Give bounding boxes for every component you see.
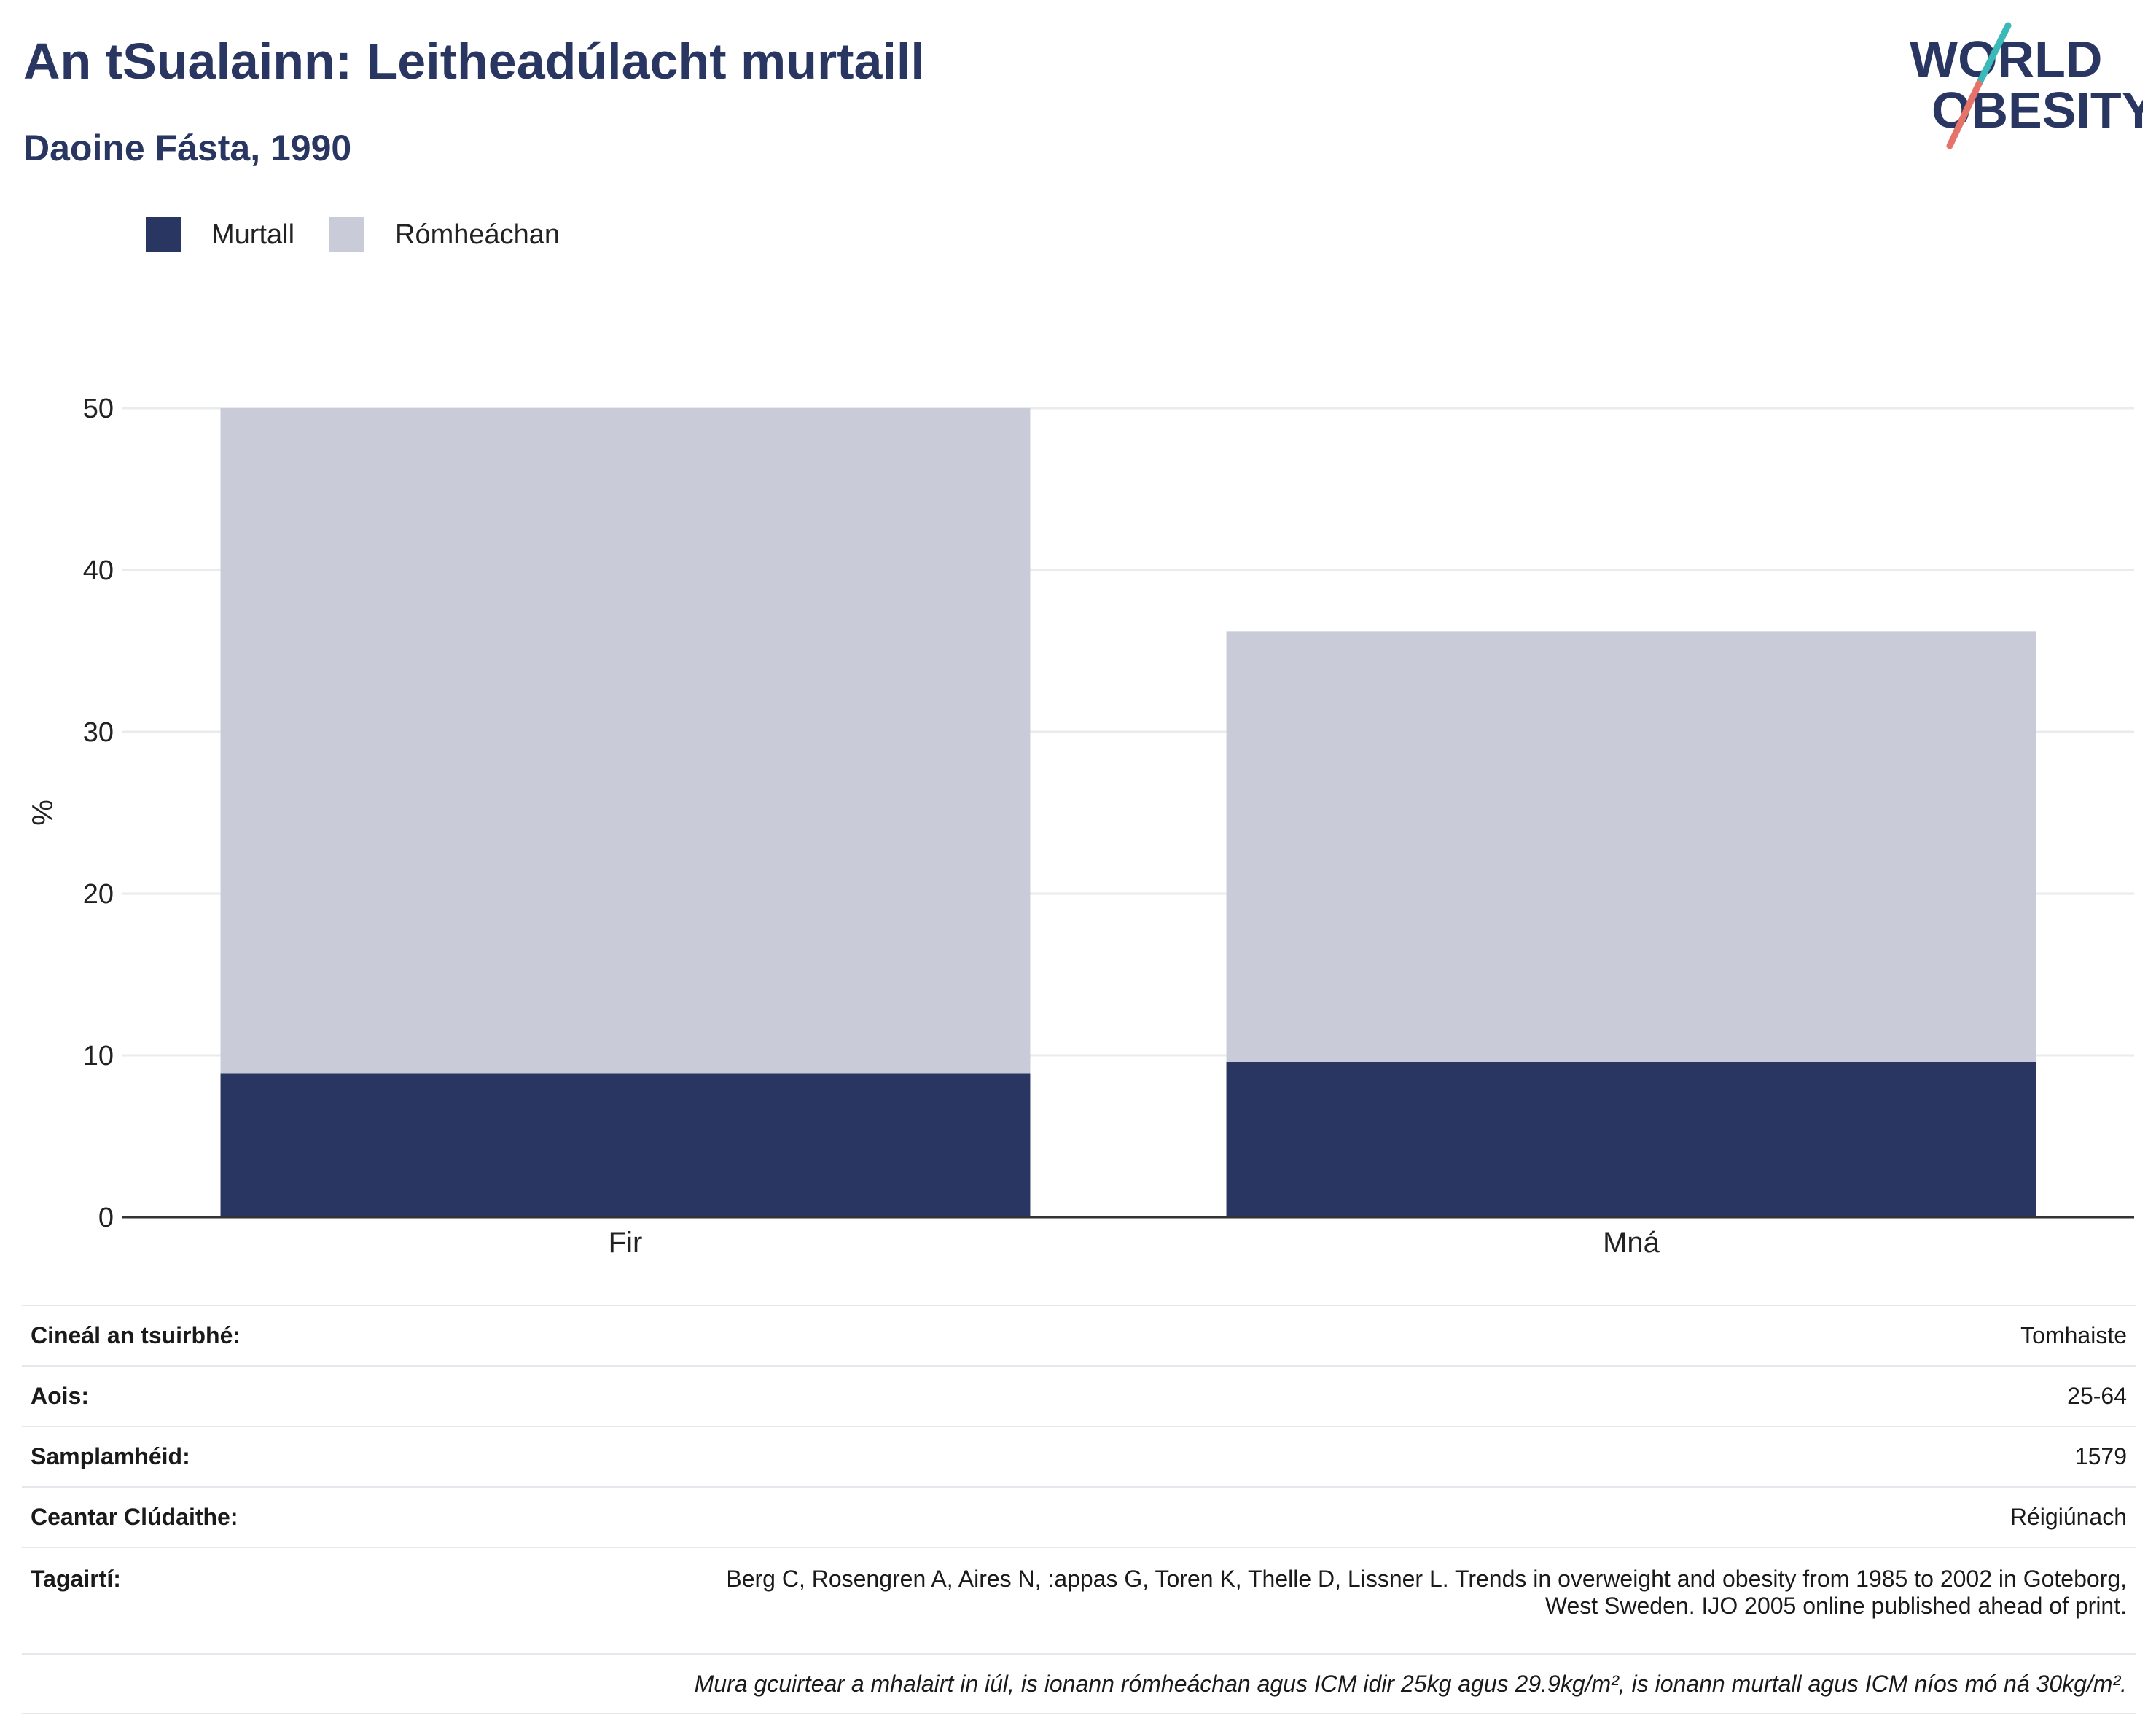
- meta-label-references: Tagairtí:: [22, 1547, 404, 1654]
- meta-row-sample-size: Samplamhéid: 1579: [22, 1426, 2136, 1487]
- survey-details-table: Cineál an tsuirbhé: Tomhaiste Aois: 25-6…: [22, 1305, 2136, 1714]
- y-tick-label: 30: [83, 717, 114, 748]
- legend-swatch-obesity: [146, 217, 181, 252]
- world-obesity-logo: WORLD OBESITY: [1910, 22, 2143, 149]
- meta-value-age: 25-64: [404, 1365, 2136, 1426]
- x-category-label: Mná: [1603, 1227, 1660, 1259]
- legend-label-obesity: Murtall: [211, 219, 295, 250]
- meta-label-sample-size: Samplamhéid:: [22, 1426, 404, 1487]
- y-tick-label: 50: [83, 394, 114, 424]
- page-title: An tSualainn: Leitheadúlacht murtaill: [23, 33, 925, 90]
- bar-obesity-mna: [1226, 1061, 2036, 1217]
- logo-text-world: WORLD: [1910, 31, 2102, 87]
- page-subtitle: Daoine Fásta, 1990: [23, 128, 352, 168]
- legend-item-obesity[interactable]: Murtall: [146, 217, 294, 252]
- bar-overweight-fir: [220, 408, 1031, 1074]
- bar-obesity-fir: [220, 1073, 1031, 1217]
- meta-label-survey-type: Cineál an tsuirbhé:: [22, 1305, 404, 1366]
- meta-value-references: Berg C, Rosengren A, Aires N, :appas G, …: [404, 1547, 2136, 1654]
- meta-value-sample-size: 1579: [404, 1426, 2136, 1487]
- chart-legend: Murtall Rómheáchan: [146, 217, 595, 252]
- y-tick-label: 40: [83, 555, 114, 586]
- meta-row-survey-type: Cineál an tsuirbhé: Tomhaiste: [22, 1305, 2136, 1366]
- bar-overweight-mna: [1226, 631, 2036, 1062]
- legend-label-overweight: Rómheáchan: [395, 219, 561, 250]
- meta-value-survey-type: Tomhaiste: [404, 1305, 2136, 1366]
- meta-row-area: Ceantar Clúdaithe: Réigiúnach: [22, 1486, 2136, 1547]
- meta-row-age: Aois: 25-64: [22, 1365, 2136, 1426]
- meta-label-age: Aois:: [22, 1365, 404, 1426]
- y-tick-label: 10: [83, 1041, 114, 1071]
- logo-slash-teal: [1975, 22, 2012, 87]
- stacked-bar-chart: 0 10 20 30 40 50% Fir Mná: [27, 394, 2134, 1259]
- y-tick-label: 20: [83, 879, 114, 910]
- x-category-label: Fir: [609, 1227, 643, 1259]
- meta-value-area: Réigiúnach: [404, 1486, 2136, 1547]
- legend-item-overweight[interactable]: Rómheáchan: [329, 217, 560, 252]
- logo-slash-red: [1946, 80, 1983, 149]
- meta-label-area: Ceantar Clúdaithe:: [22, 1486, 404, 1547]
- reference-line-2: West Sweden. IJO 2005 online published a…: [1544, 1593, 2127, 1619]
- meta-row-references: Tagairtí: Berg C, Rosengren A, Aires N, …: [22, 1547, 2136, 1654]
- legend-swatch-overweight: [329, 217, 365, 252]
- y-axis-title: %: [27, 800, 59, 826]
- definition-note: Mura gcuirtear a mhalairt in iúl, is ion…: [22, 1653, 2136, 1714]
- y-tick-label: 0: [98, 1203, 114, 1233]
- meta-row-note: Mura gcuirtear a mhalairt in iúl, is ion…: [22, 1653, 2136, 1714]
- reference-line-1: Berg C, Rosengren A, Aires N, :appas G, …: [726, 1566, 2127, 1592]
